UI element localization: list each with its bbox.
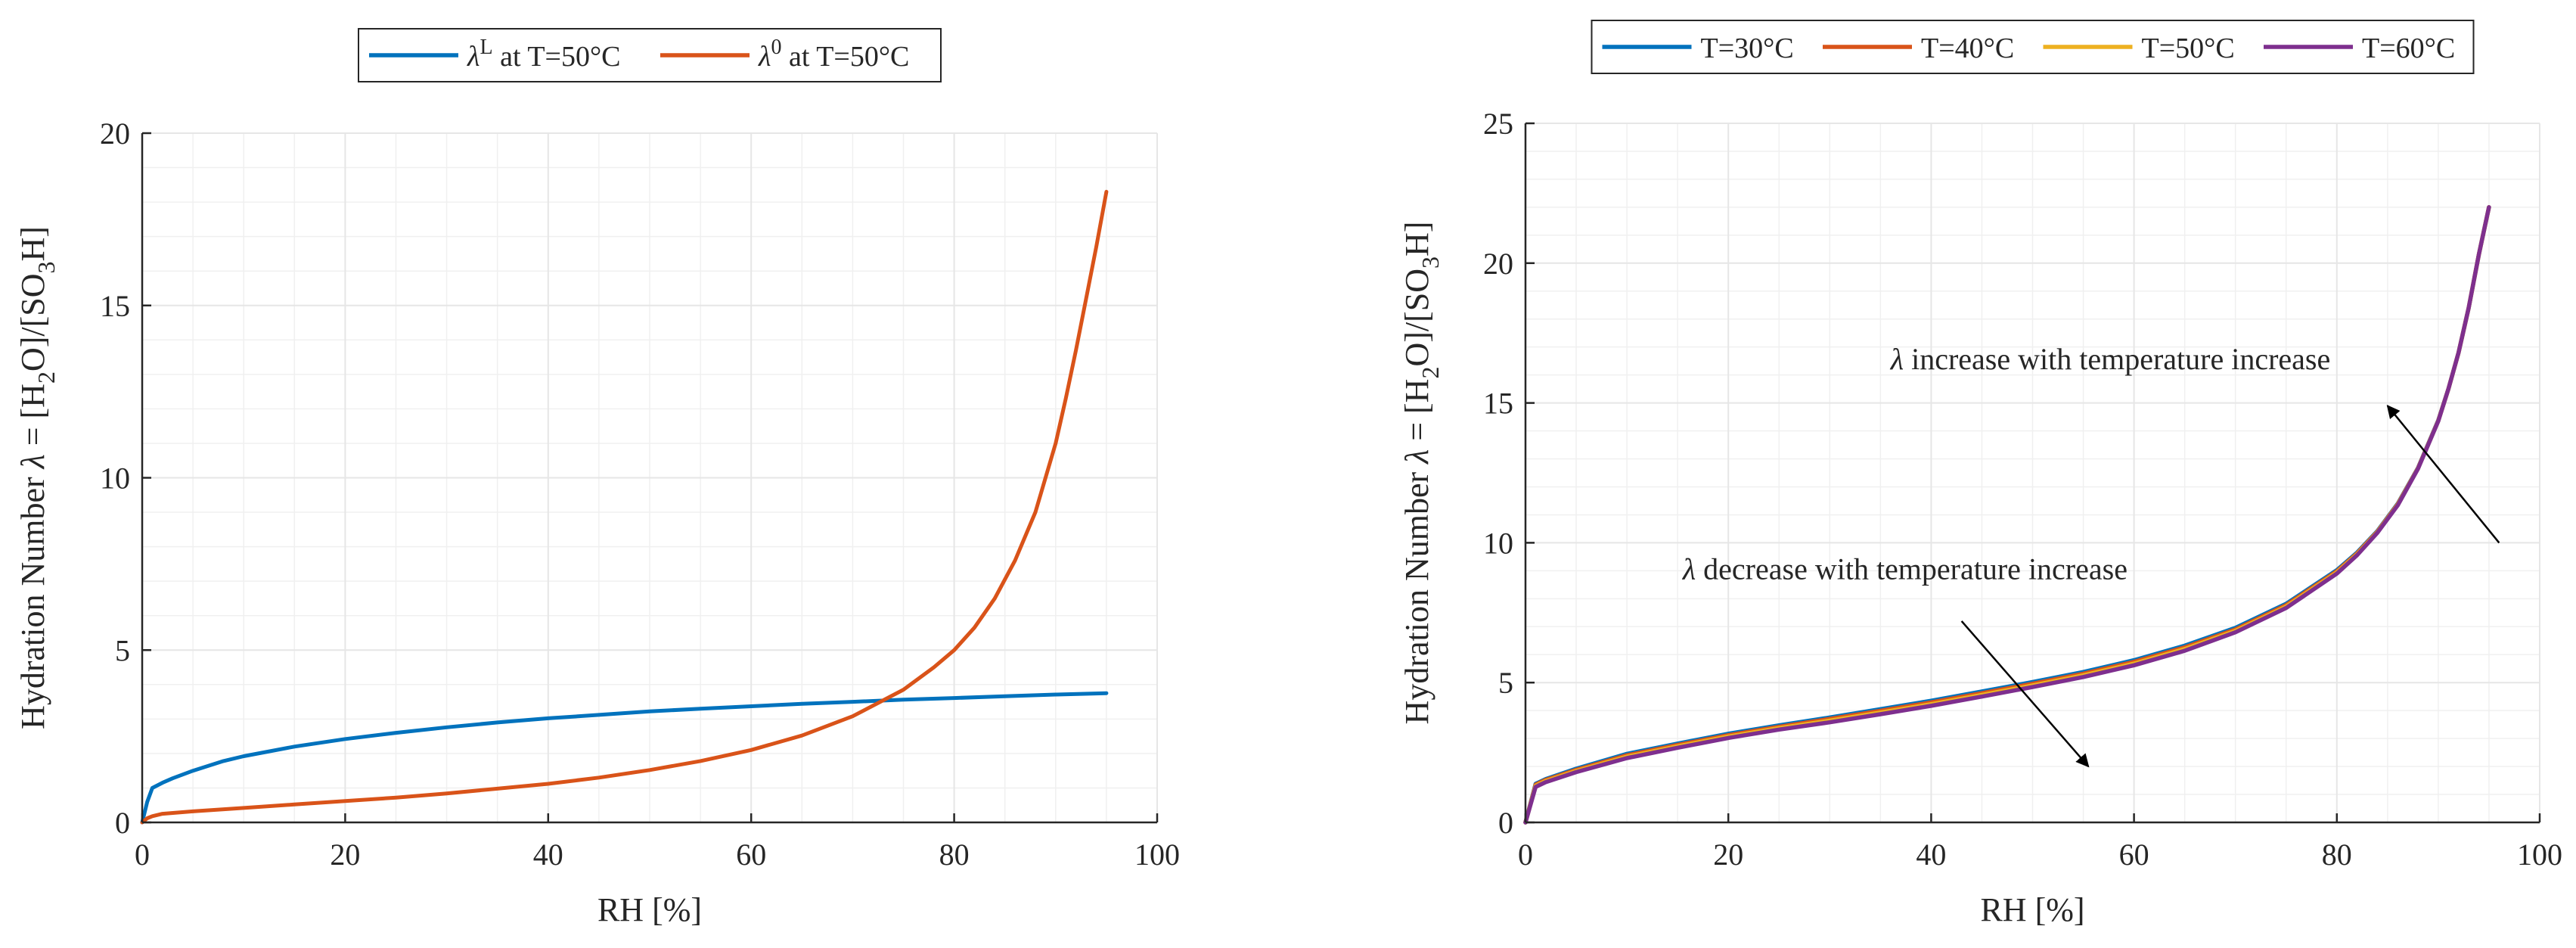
left-chart-panel: 0 20 40 60 80 100 0 5 10 15 20 RH [%] Hydration Numb…: [14, 28, 1180, 928]
right-legend-label-2: T=50°C: [2142, 33, 2235, 64]
left-x-tick-label: 80: [939, 838, 970, 872]
right-annotation-arrow-1: [1960, 620, 2090, 768]
right-x-tick-label: 100: [2517, 838, 2562, 872]
left-y-tick-label: 5: [115, 633, 130, 667]
left-y-tick-label: 10: [100, 462, 130, 496]
right-y-tick-label: 20: [1483, 247, 1513, 281]
left-series-line-0: [140, 691, 1109, 825]
right-x-tick-label: 60: [2119, 838, 2149, 872]
left-x-tick-label: 100: [1134, 838, 1180, 872]
right-annotation-text-1: λ decrease with temperature increase: [1682, 552, 2128, 586]
right-y-tick-label: 0: [1498, 806, 1513, 840]
right-y-tick-label: 10: [1483, 526, 1513, 560]
left-x-tick-label: 0: [135, 838, 150, 872]
right-minor-grid: [1525, 123, 2540, 823]
right-annotation-arrow-0: [2386, 404, 2500, 544]
left-x-tick-label: 20: [330, 838, 360, 872]
right-x-axis-title: RH [%]: [1980, 891, 2084, 928]
left-y-tick-label: 15: [100, 289, 130, 323]
right-y-axis-title: Hydration Number λ = [H2O]/[SO3H]: [1398, 222, 1444, 725]
left-x-tick-label: 40: [533, 838, 563, 872]
left-legend-label-1: λ0 at T=50°C: [758, 36, 909, 73]
left-y-tick-label: 0: [115, 806, 130, 840]
right-legend-label-0: T=30°C: [1701, 33, 1794, 64]
right-legend: T=30°C T=40°C T=50°C T=60°C: [1591, 20, 2475, 74]
left-legend: λL at T=50°C λ0 at T=50°C: [358, 28, 942, 82]
left-x-axis-title: RH [%]: [597, 891, 702, 928]
left-series-line-1: [140, 189, 1109, 825]
right-x-tick-label: 20: [1713, 838, 1743, 872]
right-annotation-text-0: λ increase with temperature increase: [1890, 342, 2330, 376]
right-series-line-3: [1523, 205, 2491, 825]
left-y-tick-label: 20: [100, 117, 130, 151]
left-x-tick-label: 60: [736, 838, 766, 872]
right-y-tick-label: 15: [1483, 387, 1513, 421]
right-x-tick-label: 80: [2322, 838, 2352, 872]
right-legend-label-1: T=40°C: [1921, 33, 2014, 64]
left-legend-label-0: λL at T=50°C: [467, 36, 621, 73]
left-y-axis-title: Hydration Number λ = [H2O]/[SO3H]: [14, 226, 60, 729]
right-x-tick-label: 40: [1916, 838, 1946, 872]
right-y-tick-label: 25: [1483, 107, 1513, 141]
right-y-tick-label: 5: [1498, 666, 1513, 700]
right-chart-panel: 0 20 40 60 80 100 0 5 10 15 20 25 RH [%] Hydration Nu…: [1398, 20, 2562, 928]
right-legend-label-3: T=60°C: [2362, 33, 2455, 64]
right-x-tick-label: 0: [1518, 838, 1533, 872]
